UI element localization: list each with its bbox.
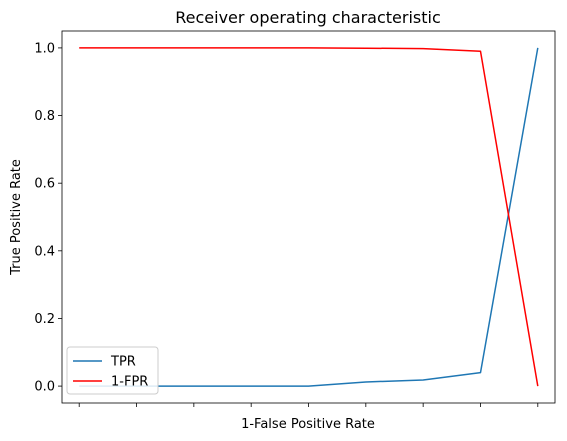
y-tick-label: 0.4: [34, 244, 55, 259]
series-line-tpr: [79, 47, 539, 387]
series-line-one-minus-fpr: [79, 47, 539, 387]
legend-label: 1-FPR: [111, 375, 148, 390]
y-tick-label: 0.6: [34, 177, 55, 192]
chart-title: Receiver operating characteristic: [175, 8, 441, 27]
y-axis-label: True Positive Rate: [9, 159, 24, 276]
y-tick-label: 0.0: [34, 380, 55, 395]
legend-box: [66, 346, 159, 395]
plot-area: 0.0 0.2 0.4 0.6 0.8 1.0: [34, 30, 556, 407]
y-tick-label: 1.0: [34, 41, 55, 56]
legend: TPR 1-FPR: [66, 346, 159, 395]
legend-label: TPR: [110, 355, 136, 370]
y-tick-label: 0.2: [34, 312, 55, 327]
x-axis-label: 1-False Positive Rate: [241, 417, 375, 432]
y-tick-label: 0.8: [34, 109, 55, 124]
